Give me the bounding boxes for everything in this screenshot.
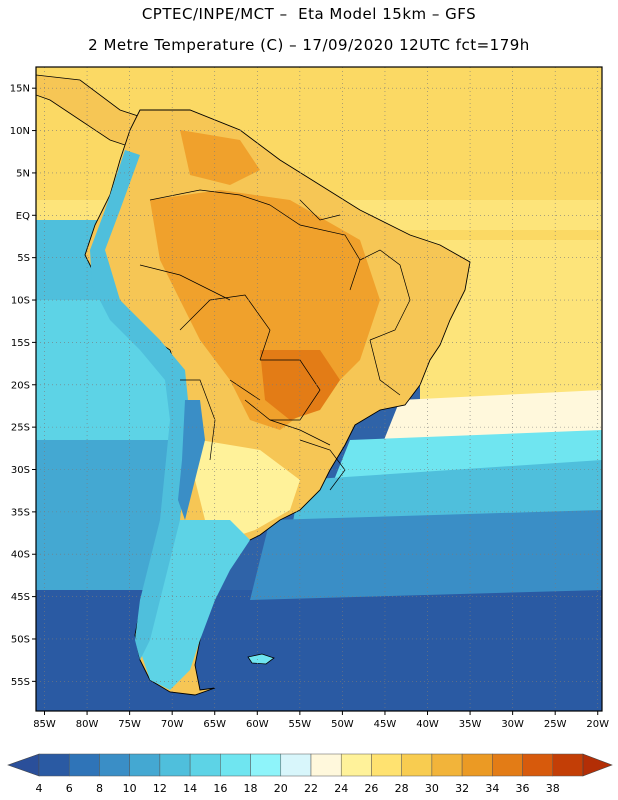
legend-swatch — [461, 753, 493, 777]
legend-label: 14 — [183, 782, 197, 795]
pampas-mild — [195, 440, 300, 540]
longitude-label: 20W — [586, 719, 609, 730]
legend-label: 10 — [123, 782, 137, 795]
legend-label: 12 — [153, 782, 167, 795]
legend-swatch — [310, 753, 342, 777]
legend-swatch — [38, 753, 70, 777]
legend-swatch — [340, 753, 372, 777]
legend-label: 28 — [395, 782, 409, 795]
latitude-label: 10S — [11, 296, 30, 307]
legend-swatch — [280, 753, 312, 777]
temperature-map: 15N 10N 5N EQ 5S 10S 15S 20S 25S 30S 35S 40S 45S 50S 5… — [10, 66, 609, 730]
color-legend: 4 6 8 10 12 14 16 18 20 22 24 26 28 30 32 34 36 38 — [7, 753, 613, 795]
legend-swatch — [99, 753, 130, 777]
southern-ocean-band — [36, 590, 602, 711]
latitude-label: 25S — [11, 423, 30, 434]
legend-label: 20 — [274, 782, 288, 795]
country-borders — [139, 189, 411, 491]
map-subtitle: 2 Metre Temperature (C) – 17/09/2020 12U… — [88, 36, 530, 54]
latitude-label: 30S — [11, 465, 30, 476]
legend-label: 30 — [425, 782, 439, 795]
falkland-islands — [247, 653, 275, 665]
longitude-label: 85W — [33, 719, 56, 730]
legend-swatch — [522, 753, 554, 777]
atlantic-cold-band — [250, 510, 602, 600]
latitude-label: 15S — [11, 338, 30, 349]
legend-swatch — [552, 753, 584, 777]
legend-swatch — [129, 753, 161, 777]
latitude-label: 45S — [11, 592, 30, 603]
legend-low-arrow — [7, 753, 40, 777]
latitude-label: 40S — [11, 550, 30, 561]
legend-label: 6 — [66, 782, 73, 795]
longitude-label: 30W — [501, 719, 524, 730]
legend-high-arrow — [582, 753, 613, 777]
legend-swatch — [68, 753, 100, 777]
longitude-axis: 85W 80W 75W 70W 65W 60W 55W 50W 45W 40W 35W 30W 25W 2… — [33, 711, 609, 730]
longitude-label: 70W — [161, 719, 184, 730]
andes-cold-strip — [90, 150, 190, 660]
legend-swatch — [159, 753, 191, 777]
legend-label: 32 — [455, 782, 469, 795]
latitude-label: EQ — [16, 211, 30, 222]
longitude-label: 55W — [289, 719, 312, 730]
map-field — [36, 67, 602, 711]
legend-label: 4 — [36, 782, 43, 795]
latitude-label: 15N — [10, 84, 30, 95]
latitude-label: 20S — [11, 380, 30, 391]
high-andes — [178, 400, 205, 520]
map-frame — [35, 66, 603, 712]
longitude-label: 35W — [459, 719, 482, 730]
longitude-label: 60W — [246, 719, 269, 730]
map-title: CPTEC/INPE/MCT – Eta Model 15km – GFS — [141, 5, 477, 23]
legend-swatch — [371, 753, 402, 777]
latitude-label: 35S — [11, 507, 30, 518]
latitude-label: 5N — [16, 168, 30, 179]
legend-label: 38 — [546, 782, 560, 795]
venezuela-warm — [180, 130, 260, 185]
legend-swatch — [250, 753, 282, 777]
latitude-label: 50S — [11, 634, 30, 645]
legend-label: 16 — [213, 782, 227, 795]
longitude-label: 50W — [331, 719, 354, 730]
longitude-label: 65W — [203, 719, 226, 730]
latitude-label: 10N — [10, 126, 30, 137]
longitude-label: 40W — [416, 719, 439, 730]
longitude-label: 45W — [374, 719, 397, 730]
graticule — [36, 67, 602, 711]
legend-label: 34 — [485, 782, 499, 795]
legend-swatch — [492, 753, 523, 777]
legend-swatch — [401, 753, 433, 777]
longitude-label: 80W — [76, 719, 99, 730]
longitude-label: 75W — [118, 719, 141, 730]
latitude-label: 55S — [11, 677, 30, 688]
latitude-axis: 15N 10N 5N EQ 5S 10S 15S 20S 25S 30S 35S 40S 45S 50S 5… — [10, 84, 36, 688]
latitude-label: 5S — [17, 253, 30, 264]
legend-label: 8 — [96, 782, 103, 795]
longitude-label: 25W — [544, 719, 567, 730]
legend-swatch — [189, 753, 221, 777]
legend-label: 26 — [364, 782, 378, 795]
legend-swatch — [431, 753, 463, 777]
legend-label: 22 — [304, 782, 318, 795]
legend-label: 24 — [334, 782, 348, 795]
legend-label: 36 — [516, 782, 530, 795]
legend-swatch — [220, 753, 251, 777]
legend-label: 18 — [244, 782, 258, 795]
